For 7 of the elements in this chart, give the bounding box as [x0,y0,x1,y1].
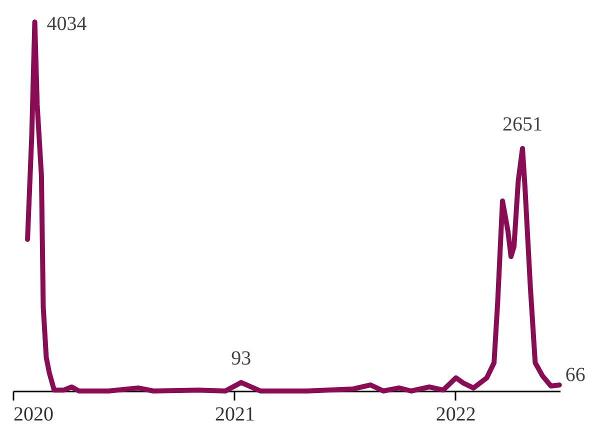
data-label: 66 [565,364,586,386]
data-label: 93 [231,347,252,370]
data-label: 2651 [502,114,542,136]
x-tick-label: 2021 [214,404,255,426]
data-label: 4034 [46,13,87,35]
x-tick-label: 2022 [436,404,476,426]
x-tick-label: 2020 [14,404,54,426]
